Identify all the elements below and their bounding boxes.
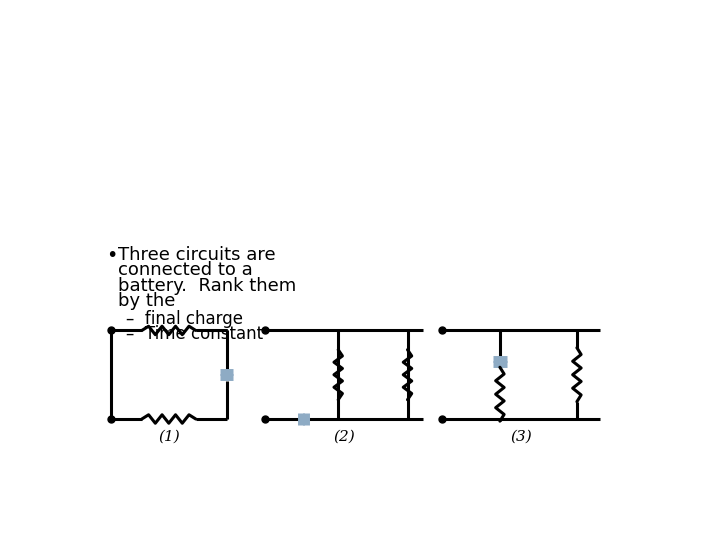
Text: connected to a: connected to a (118, 261, 253, 279)
Text: battery.  Rank them: battery. Rank them (118, 276, 296, 294)
Text: by the: by the (118, 292, 176, 310)
Text: Three circuits are: Three circuits are (118, 246, 276, 264)
Text: (1): (1) (158, 430, 180, 444)
Text: –  final charge: – final charge (126, 309, 243, 328)
Text: (3): (3) (510, 430, 532, 444)
Text: (2): (2) (333, 430, 355, 444)
Text: –  Time constant: – Time constant (126, 325, 263, 343)
Text: •: • (106, 246, 117, 265)
